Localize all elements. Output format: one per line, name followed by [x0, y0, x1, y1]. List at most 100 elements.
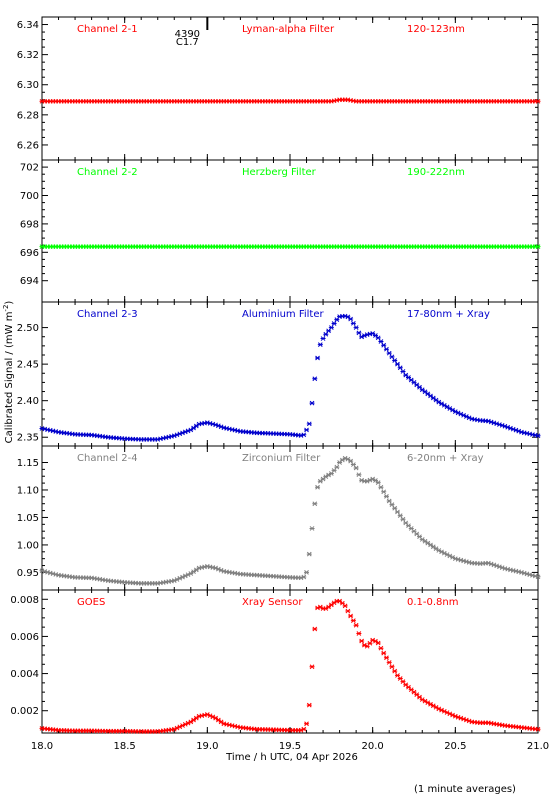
- series-points: [39, 97, 541, 104]
- data-point: [301, 574, 307, 580]
- data-point: [375, 335, 381, 341]
- y-tick-label: 696: [20, 248, 39, 259]
- data-point: [326, 328, 332, 334]
- data-point: [381, 650, 387, 656]
- data-point: [315, 355, 321, 361]
- data-point: [386, 498, 392, 504]
- data-point: [389, 502, 395, 507]
- data-point: [386, 350, 392, 356]
- data-point: [397, 365, 403, 371]
- data-point: [381, 489, 387, 495]
- x-tick-labels: 18.0 18.5 19.0 19.5 20.0 20.5 21.0: [31, 741, 549, 752]
- data-point: [353, 465, 359, 471]
- y-tick-label: 2.40: [17, 396, 39, 407]
- panel-3: 2.35 2.40 2.45 2.50 Channel 2-3 Aluminium Fil…: [17, 301, 541, 447]
- y-tick-label: 6.28: [17, 110, 39, 121]
- data-point: [350, 320, 356, 326]
- data-point: [342, 603, 348, 609]
- panel-frame: [41, 159, 539, 303]
- series-points: [39, 313, 541, 442]
- x-tick-label: 20.5: [444, 741, 466, 752]
- y-tick-label: 0.006: [10, 632, 39, 643]
- data-point: [535, 726, 541, 732]
- data-point: [348, 316, 354, 322]
- data-point: [331, 321, 337, 326]
- data-point: [301, 432, 307, 438]
- data-point: [356, 631, 362, 636]
- panel-filter-label: Zirconium Filter: [242, 453, 321, 464]
- data-point: [312, 376, 318, 382]
- data-point: [306, 702, 312, 708]
- x-tick-label: 19.5: [279, 741, 301, 752]
- data-point: [188, 427, 194, 433]
- panel-channel-label: Channel 2-2: [77, 167, 138, 178]
- data-point: [334, 464, 340, 470]
- data-point: [348, 458, 354, 464]
- data-point: [394, 361, 400, 367]
- data-point: [356, 472, 362, 478]
- panel-4: 0.95 1.00 1.05 1.10 1.15 Channel 2-4 Zirconium…: [17, 445, 541, 591]
- flare-number: 4390: [175, 29, 200, 40]
- data-point: [345, 608, 351, 614]
- x-tick-label: 21.0: [527, 741, 549, 752]
- data-point: [397, 513, 403, 518]
- panel-band-label: 190-222nm: [407, 167, 465, 178]
- data-point: [315, 484, 321, 490]
- data-point: [191, 717, 197, 723]
- data-point: [535, 433, 541, 439]
- data-point: [312, 626, 318, 632]
- y-tick-label: 6.32: [17, 50, 39, 61]
- data-point: [188, 719, 194, 725]
- data-point: [392, 358, 398, 363]
- series-points: [39, 244, 541, 249]
- y-tick-label: 698: [20, 219, 39, 230]
- x-tick-label: 18.0: [31, 741, 53, 752]
- data-point: [356, 330, 362, 336]
- panel-band-label: 120-123nm: [407, 24, 465, 35]
- data-point: [353, 622, 359, 628]
- y-tick-label: 1.10: [17, 485, 39, 496]
- x-tick-label: 18.5: [114, 741, 136, 752]
- panel-filter-label: Xray Sensor: [242, 597, 303, 608]
- footnote: (1 minute averages): [414, 784, 516, 795]
- panel-channel-label: Channel 2-1: [77, 24, 138, 35]
- data-point: [400, 369, 406, 374]
- panel-frame: [41, 589, 539, 734]
- panels-group: 6.26 6.28 6.30 6.32 6.34 Channel 2-1 Lyman-alp…: [10, 16, 541, 734]
- panel-1: 6.26 6.28 6.30 6.32 6.34 Channel 2-1 Lyman-alp…: [17, 16, 541, 161]
- data-point: [383, 346, 389, 352]
- data-point: [312, 501, 318, 507]
- data-point: [215, 717, 221, 723]
- data-point: [348, 613, 354, 619]
- y-tick-label: 2.35: [17, 433, 39, 444]
- data-point: [359, 638, 365, 644]
- x-tick-label: 20.0: [362, 741, 384, 752]
- data-point: [375, 640, 381, 646]
- flare-marker: 4390 C1.7: [175, 17, 209, 48]
- data-point: [353, 325, 359, 330]
- data-point: [213, 715, 219, 721]
- series-points: [39, 455, 541, 586]
- data-point: [331, 468, 337, 473]
- y-tick-label: 1.15: [17, 458, 39, 469]
- panel-channel-label: GOES: [77, 597, 105, 608]
- y-tick-label: 2.50: [17, 323, 39, 334]
- data-point: [535, 98, 541, 104]
- y-tick-label: 0.004: [10, 669, 39, 680]
- data-point: [309, 526, 315, 531]
- data-point: [328, 325, 334, 330]
- series-points: [39, 598, 541, 734]
- data-point: [345, 456, 351, 462]
- data-point: [535, 574, 541, 580]
- data-point: [323, 331, 329, 337]
- data-point: [392, 505, 398, 511]
- data-point: [304, 427, 310, 433]
- data-point: [193, 423, 199, 429]
- data-point: [191, 425, 197, 431]
- y-tick-label: 0.008: [10, 595, 39, 606]
- panel-frame: [41, 445, 539, 591]
- data-point: [381, 342, 387, 348]
- data-point: [378, 339, 384, 344]
- data-point: [383, 494, 389, 499]
